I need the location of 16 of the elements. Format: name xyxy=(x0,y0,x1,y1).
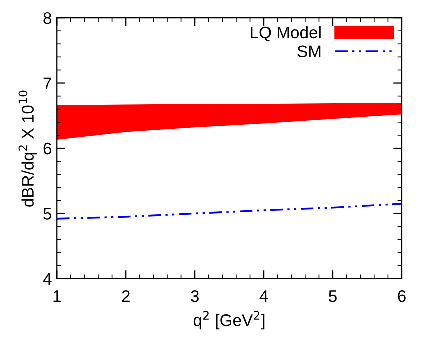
y-tick-label: 5 xyxy=(44,208,52,220)
x-tick-label: 5 xyxy=(329,290,337,302)
legend-label: SM xyxy=(298,46,321,58)
x-tick-label: 3 xyxy=(191,290,199,302)
y-tick-label: 7 xyxy=(44,78,52,90)
x-tick-label: 6 xyxy=(398,290,406,302)
x-tick-label: 1 xyxy=(54,290,61,302)
y-tick-label: 6 xyxy=(44,142,52,155)
y-tick-label: 8 xyxy=(44,12,52,24)
x-axis-title: q$^{2}$ [GeV$^{2}$] xyxy=(194,311,265,330)
line-series xyxy=(57,203,402,220)
y-axis-title: dBR/dq$^{2}$ X 10$^{10}$ xyxy=(18,90,38,207)
x-tick-label: 4 xyxy=(260,290,268,302)
legend-label: LQ Model xyxy=(251,26,321,42)
x-tick-label: 2 xyxy=(122,290,130,302)
y-tick-label: 4 xyxy=(43,274,52,285)
